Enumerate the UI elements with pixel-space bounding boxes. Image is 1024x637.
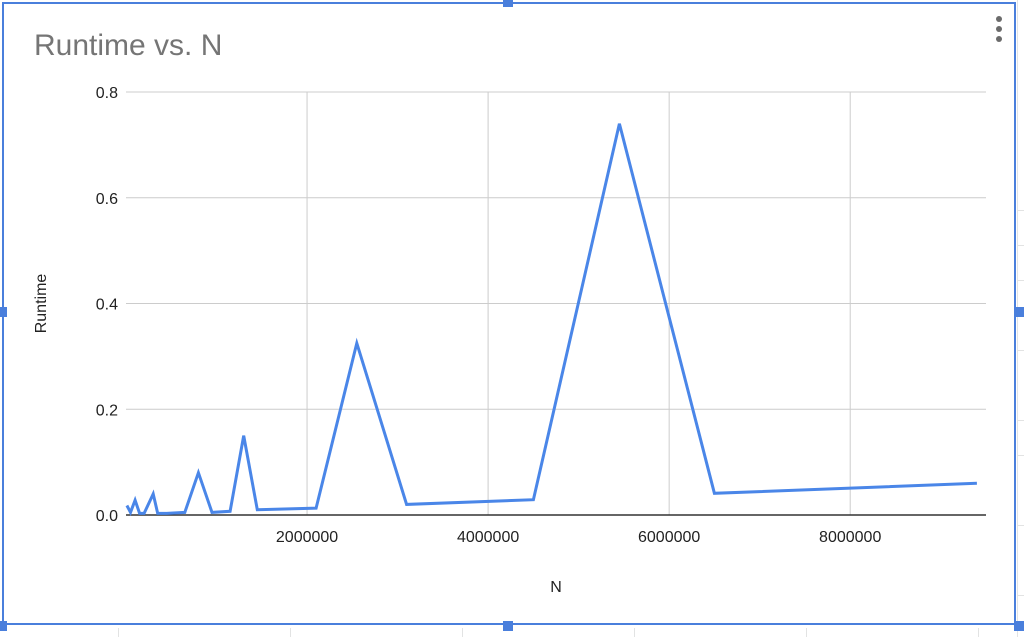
sheet-gridline (634, 628, 635, 637)
sheet-gridline (290, 628, 291, 637)
sheet-gridline (806, 628, 807, 637)
series-line (125, 123, 977, 517)
x-tick-label: 6000000 (638, 529, 700, 546)
sheet-gridline (978, 628, 979, 637)
resize-handle-bottom-left[interactable] (0, 621, 7, 631)
resize-handle-left[interactable] (0, 307, 7, 317)
resize-handle-bottom-right[interactable] (1014, 621, 1024, 631)
y-tick-label: 0.4 (96, 297, 118, 314)
y-tick-label: 0.0 (96, 508, 118, 525)
sheet-gridline (1017, 350, 1024, 351)
resize-handle-bottom[interactable] (503, 621, 513, 631)
x-tick-label: 2000000 (276, 529, 338, 546)
sheet-gridline (118, 628, 119, 637)
chart-plot: 0.0 0.2 0.4 0.6 0.8 2000000 4000000 6000000 8000… (33, 85, 986, 596)
more-vert-icon[interactable] (993, 16, 1005, 46)
chart-container[interactable]: Runtime vs. N 0.0 0.2 0.4 0.6 0.8 2000000 4000… (2, 2, 1016, 625)
sheet-gridline (1017, 420, 1024, 421)
sheet-gridline (1017, 525, 1024, 526)
chart-title: Runtime vs. N (34, 29, 223, 62)
sheet-gridline (1017, 210, 1024, 211)
resize-handle-top[interactable] (503, 0, 513, 7)
sheet-gridline (462, 628, 463, 637)
sheet-gridline (1017, 245, 1024, 246)
y-tick-label: 0.8 (96, 85, 118, 102)
sheet-gridline (1017, 595, 1024, 596)
sheet-gridline (1017, 280, 1024, 281)
x-tick-label: 8000000 (819, 529, 881, 546)
x-tick-label: 4000000 (457, 529, 519, 546)
y-tick-label: 0.6 (96, 191, 118, 208)
x-axis-label: N (550, 579, 562, 596)
resize-handle-right[interactable] (1014, 307, 1024, 317)
y-tick-label: 0.2 (96, 402, 118, 419)
sheet-gridline (1017, 0, 1018, 637)
y-axis-label: Runtime (33, 274, 50, 334)
sheet-gridline (1017, 455, 1024, 456)
